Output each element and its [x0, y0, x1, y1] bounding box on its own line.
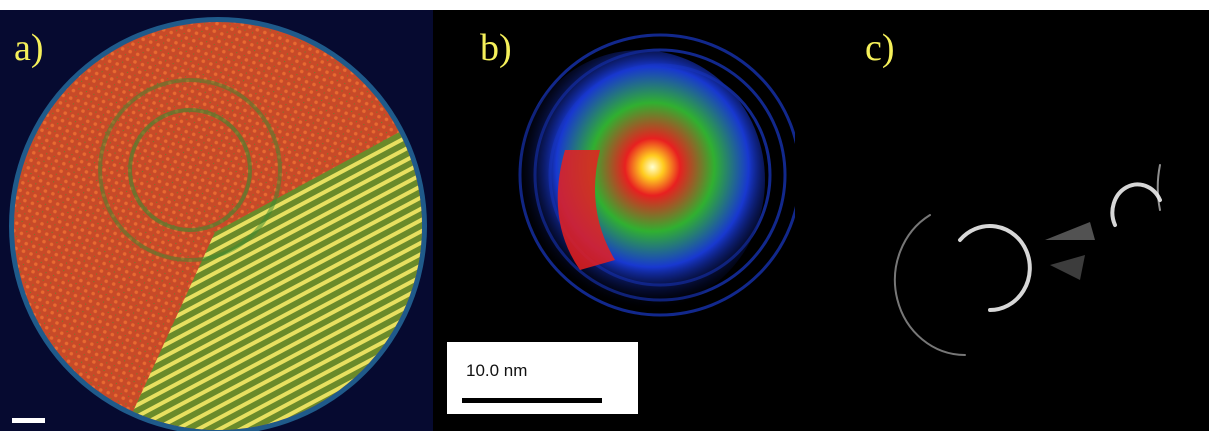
panel-b: 10.0 nm b) [433, 10, 800, 431]
scale-bar [462, 398, 602, 403]
panel-c: c) [795, 10, 1209, 431]
panel-label: c) [865, 27, 895, 69]
diffraction-blob [515, 50, 765, 310]
panel-label: a) [14, 27, 44, 69]
panel-a: a) [0, 10, 440, 431]
scale-label: 10.0 nm [466, 361, 527, 380]
panel-label: b) [480, 27, 512, 69]
panel-bg [795, 10, 1209, 431]
scale-bar [12, 418, 45, 423]
figure: a) 10.0 nm b) c) [0, 0, 1209, 431]
